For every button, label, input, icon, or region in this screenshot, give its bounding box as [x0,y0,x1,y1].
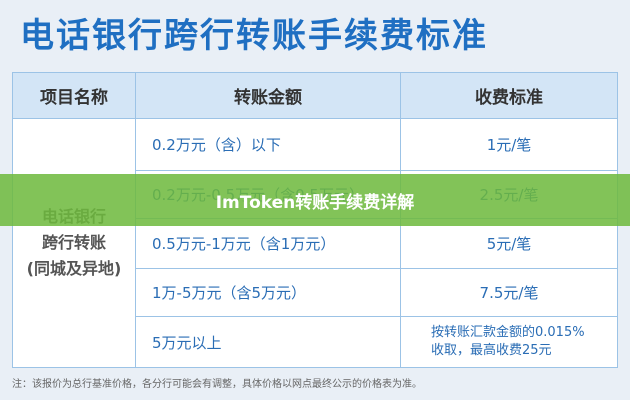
amount-cell: 0.2万元（含）以下 [136,119,401,171]
title: 电话银行跨行转账手续费标准 [20,16,488,56]
row-label-line: (同城及异地) [26,259,122,278]
amount-cell: 0.5万元-1万元（含1万元） [136,219,401,269]
fee-line: 按转账汇款金额的0.015% [431,325,585,340]
amount-cell: 5万元以上 [136,317,401,367]
fee-cell: 7.5元/笔 [401,269,617,317]
header-cell: 转账金额 [136,73,401,119]
footnote: 注：该报价为总行基准价格，各分行可能会有调整，具体价格以网点最终公示的价格表为准… [12,379,422,390]
row-label-cell: 电话银行 跨行转账 (同城及异地) [13,119,136,367]
fee-cell: 1元/笔 [401,119,617,171]
fee-line: 收取，最高收费25元 [431,343,552,358]
amount-cell: 1万-5万元（含5万元） [136,269,401,317]
fee-cell: 5元/笔 [401,219,617,269]
banner: ImToken转账手续费详解 [0,174,630,226]
fee-cell: 按转账汇款金额的0.015% 收取，最高收费25元 [401,317,617,367]
header-cell: 收费标准 [401,73,617,119]
row-label-line: 跨行转账 [41,233,106,252]
header-cell: 项目名称 [13,73,136,119]
